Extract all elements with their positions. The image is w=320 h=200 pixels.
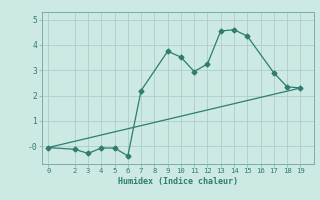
X-axis label: Humidex (Indice chaleur): Humidex (Indice chaleur) (118, 177, 237, 186)
